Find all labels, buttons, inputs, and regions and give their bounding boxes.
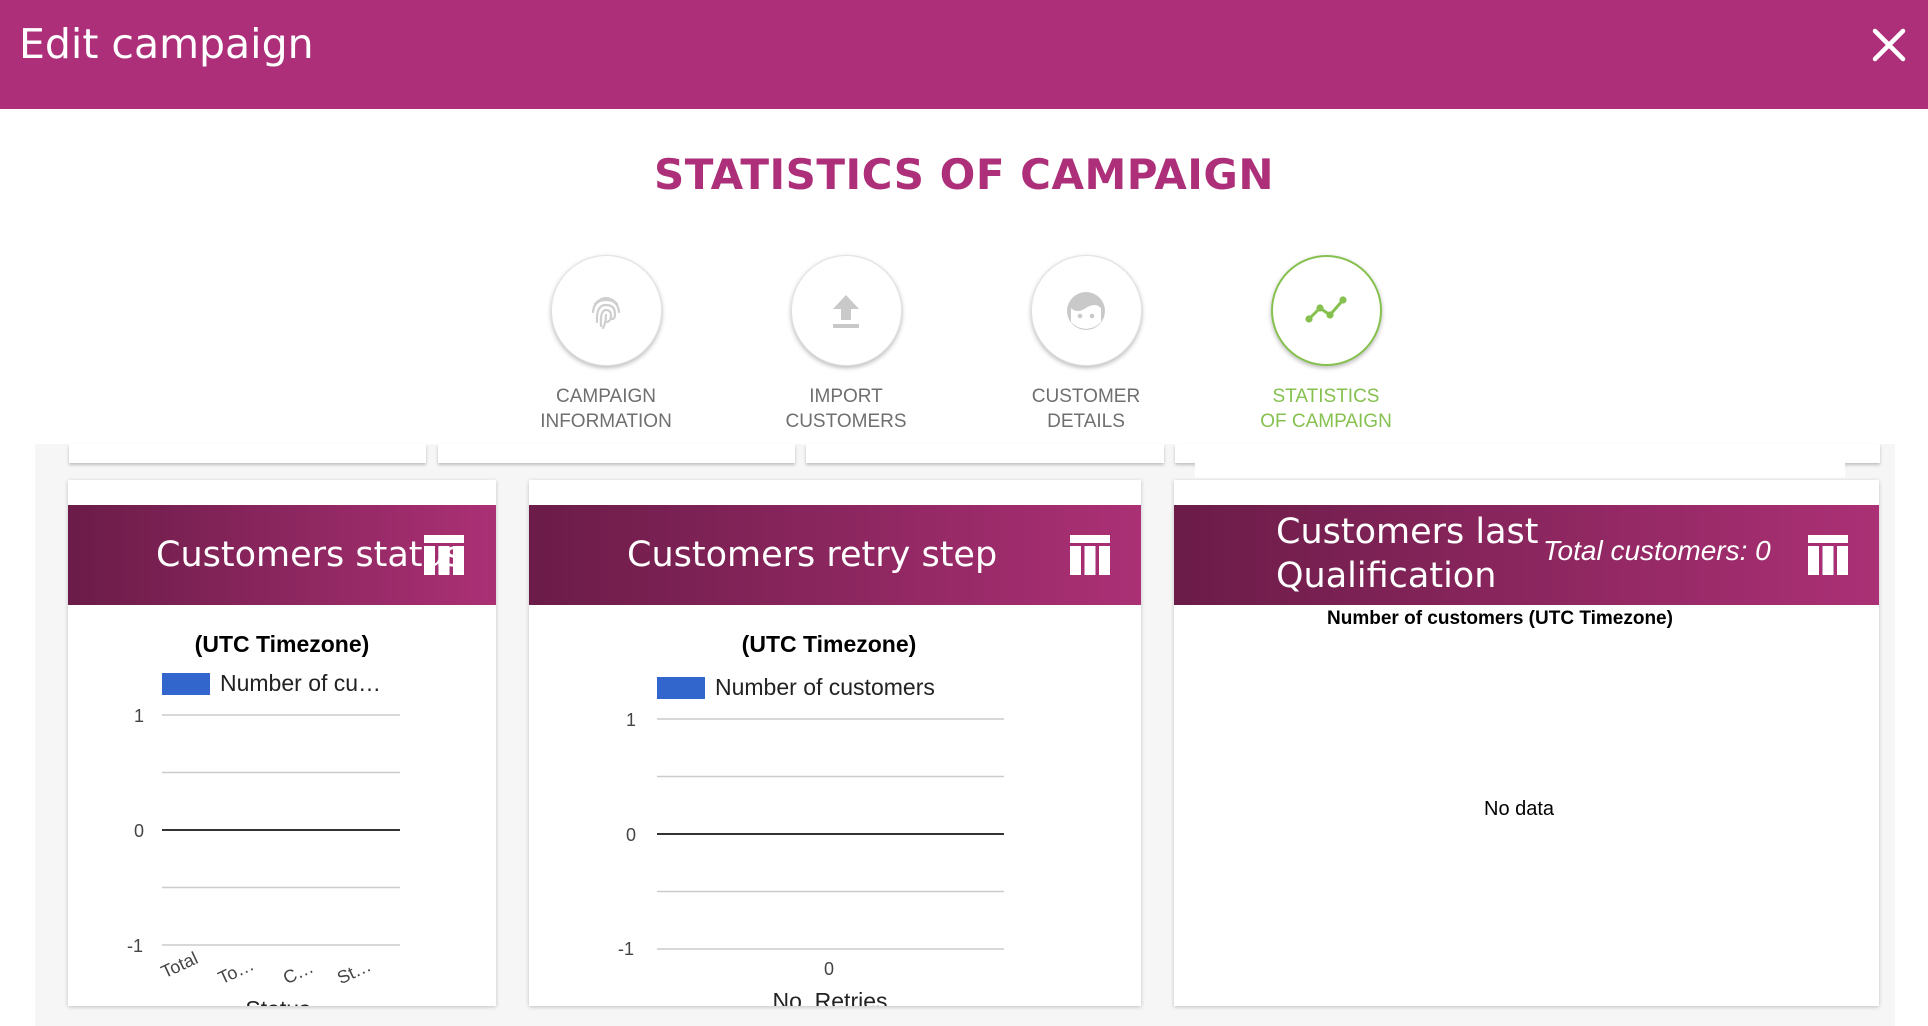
dialog-header: Edit campaign: [0, 0, 1928, 109]
chart-title: Number of customers (UTC Timezone): [1327, 608, 1673, 629]
status-bar-chart: [162, 714, 400, 946]
legend-label: Number of customers: [715, 674, 935, 700]
x-axis-title: Status: [68, 996, 488, 1006]
y-tick-label: -1: [127, 936, 144, 956]
step-label-line2: OF CAMPAIGN: [1260, 411, 1392, 432]
no-data-message: No data: [1484, 798, 1555, 820]
page-title: STATISTICS OF CAMPAIGN: [654, 150, 1274, 199]
y-tick-label: 1: [134, 706, 145, 726]
table-icon[interactable]: [1070, 535, 1110, 575]
card-title: Customers status: [156, 535, 463, 575]
summary-tile: [69, 444, 426, 463]
step-campaign-information[interactable]: CAMPAIGN INFORMATION: [511, 255, 701, 434]
customers-last-qualification-card: Customers last Qualification Total custo…: [1174, 480, 1879, 1006]
retry-bar-chart: [657, 718, 1004, 950]
step-import-customers[interactable]: IMPORT CUSTOMERS: [751, 255, 941, 434]
card-title: Customers last Qualification: [1276, 510, 1539, 598]
chart-line-icon: [1305, 295, 1347, 323]
step-label-line1: CUSTOMER: [1031, 386, 1141, 407]
total-customers-label: Total customers: 0: [1543, 535, 1771, 566]
x-tick-label: 0: [824, 959, 835, 979]
step-label-line2: INFORMATION: [540, 411, 672, 432]
y-tick-label: -1: [618, 939, 635, 959]
legend-swatch: [162, 673, 210, 695]
y-tick-label: 1: [626, 710, 637, 730]
legend-swatch: [657, 677, 705, 699]
card-header: Customers retry step: [529, 505, 1141, 605]
y-tick-label: 0: [626, 825, 637, 845]
customers-retry-step-card: Customers retry step (UTC Timezone) Numb…: [529, 480, 1141, 1006]
step-customer-details[interactable]: CUSTOMER DETAILS: [991, 255, 1181, 434]
chart-title: (UTC Timezone): [741, 631, 917, 657]
card-header: Customers status: [68, 505, 496, 605]
y-tick-label: 0: [134, 821, 145, 841]
close-icon[interactable]: [1866, 22, 1912, 68]
step-label-line2: DETAILS: [1047, 411, 1125, 432]
summary-tile-overlay: [1195, 444, 1845, 478]
card-header: Customers last Qualification Total custo…: [1174, 505, 1879, 605]
face-icon: [1067, 291, 1105, 330]
legend-label: Number of cu…: [220, 670, 382, 696]
fingerprint-icon: [591, 296, 621, 329]
table-icon[interactable]: [424, 535, 464, 575]
chart-title: (UTC Timezone): [194, 631, 370, 657]
card-title: Customers retry step: [627, 535, 998, 575]
card-title-line1: Customers last: [1276, 512, 1539, 552]
step-label-line1: IMPORT: [809, 386, 883, 407]
step-label-line1: CAMPAIGN: [556, 386, 656, 407]
upload-icon: [833, 294, 859, 328]
summary-tile: [806, 444, 1164, 463]
x-axis-title: No. Retries: [772, 988, 888, 1006]
summary-tile: [438, 444, 795, 463]
table-icon[interactable]: [1808, 535, 1848, 575]
step-statistics-of-campaign[interactable]: STATISTICS OF CAMPAIGN: [1231, 255, 1421, 434]
step-label-line1: STATISTICS: [1272, 386, 1380, 407]
card-title-line2: Qualification: [1276, 556, 1497, 596]
customers-status-card: Customers status (UTC Timezone) Number o…: [68, 480, 496, 1006]
dialog-title: Edit campaign: [19, 20, 314, 68]
step-label-line2: CUSTOMERS: [785, 411, 907, 432]
